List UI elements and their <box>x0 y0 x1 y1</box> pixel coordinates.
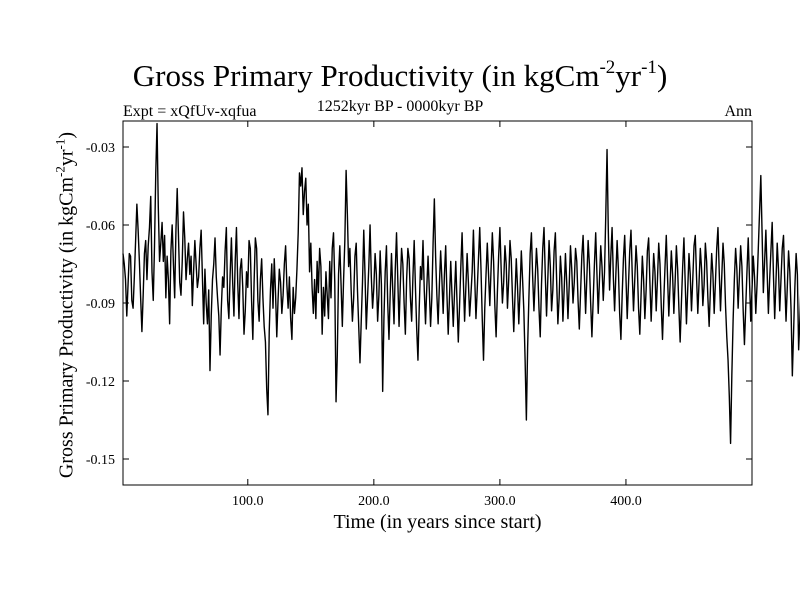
chart-subtitle: 1252kyr BP - 0000kyr BP <box>316 98 484 115</box>
y-tick-label: -0.12 <box>86 375 115 390</box>
x-axis-ticks: 100.0 200.0 300.0 400.0 <box>232 121 642 509</box>
y-tick-label: -0.06 <box>86 219 115 234</box>
series-line-gpp <box>122 122 800 445</box>
season-label: Ann <box>724 103 752 120</box>
experiment-label: Expt = xQfUv-xqfua <box>123 103 257 120</box>
y-tick-label: -0.15 <box>86 453 115 468</box>
y-tick-label: -0.03 <box>86 141 115 156</box>
x-tick-label: 100.0 <box>232 494 264 509</box>
y-axis-ticks: -0.03 -0.06 -0.09 -0.12 -0.15 <box>86 141 752 468</box>
x-tick-label: 300.0 <box>484 494 516 509</box>
x-axis-label: Time (in years since start) <box>333 511 542 533</box>
y-tick-label: -0.09 <box>86 297 115 312</box>
x-tick-label: 200.0 <box>358 494 390 509</box>
chart-title: Gross Primary Productivity (in kgCm-2yr-… <box>132 57 668 93</box>
x-tick-label: 400.0 <box>610 494 642 509</box>
